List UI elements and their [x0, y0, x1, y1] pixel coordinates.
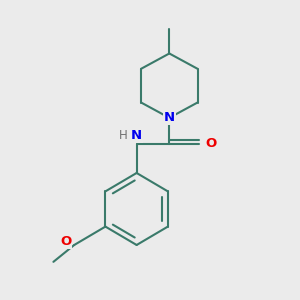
Text: N: N — [164, 111, 175, 124]
Text: H: H — [119, 129, 128, 142]
Text: O: O — [205, 137, 216, 150]
Text: N: N — [131, 129, 142, 142]
Text: O: O — [60, 236, 71, 248]
